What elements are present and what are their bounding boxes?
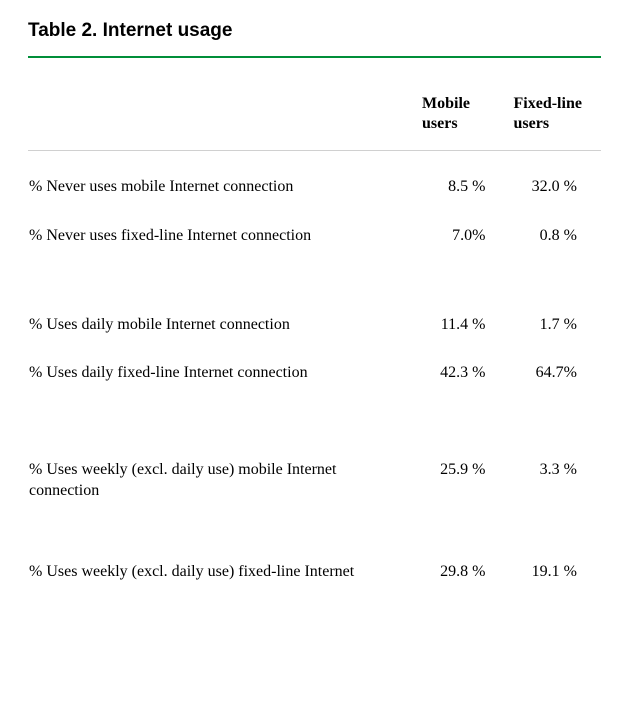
table-row: % Never uses fixed-line Internet connect… [28,212,601,295]
table-row: % Uses weekly (excl. daily use) mobile I… [28,440,601,542]
table-row: % Uses daily fixed-line Internet connect… [28,349,601,440]
row-mobile: 8.5 % [418,151,510,212]
table-title: Table 2. Internet usage [28,20,601,42]
header-fixed: Fixed-line users [510,94,602,151]
row-mobile: 11.4 % [418,295,510,350]
usage-table: Mobile users Fixed-line users % Never us… [28,94,601,583]
row-label: % Never uses mobile Internet connection [28,151,418,212]
title-rule [28,56,601,58]
row-label: % Uses weekly (excl. daily use) fixed-li… [28,542,418,583]
row-mobile: 7.0% [418,212,510,295]
header-row: Mobile users Fixed-line users [28,94,601,151]
table-row: % Uses weekly (excl. daily use) fixed-li… [28,542,601,583]
row-fixed: 3.3 % [510,440,602,542]
header-blank [28,94,418,151]
row-label: % Uses daily fixed-line Internet connect… [28,349,418,440]
row-fixed: 64.7% [510,349,602,440]
row-fixed: 0.8 % [510,212,602,295]
table-row: % Never uses mobile Internet connection … [28,151,601,212]
row-fixed: 19.1 % [510,542,602,583]
row-mobile: 42.3 % [418,349,510,440]
table-figure: Table 2. Internet usage Mobile users Fix… [0,0,625,714]
row-label: % Uses weekly (excl. daily use) mobile I… [28,440,418,542]
row-mobile: 25.9 % [418,440,510,542]
row-mobile: 29.8 % [418,542,510,583]
row-fixed: 32.0 % [510,151,602,212]
table-row: % Uses daily mobile Internet connection … [28,295,601,350]
row-label: % Uses daily mobile Internet connection [28,295,418,350]
row-fixed: 1.7 % [510,295,602,350]
header-mobile: Mobile users [418,94,510,151]
row-label: % Never uses fixed-line Internet connect… [28,212,418,295]
